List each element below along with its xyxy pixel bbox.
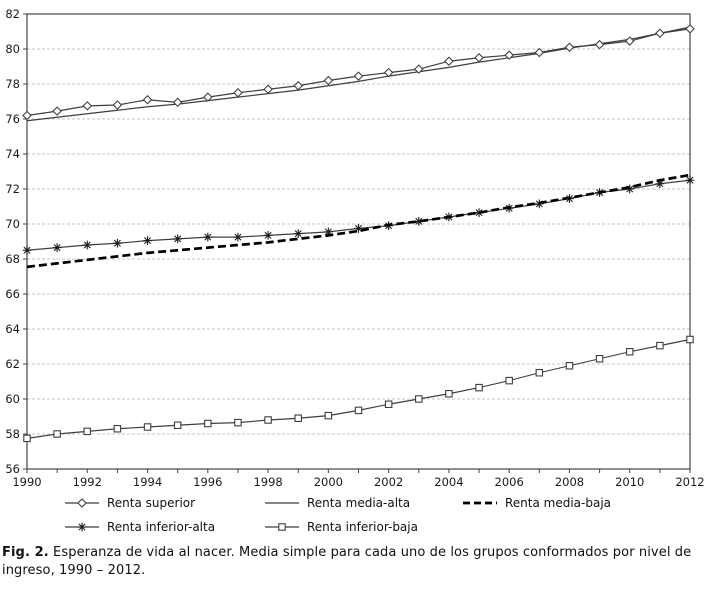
legend-label: Renta inferior-baja bbox=[307, 519, 418, 534]
y-tick-label: 70 bbox=[5, 217, 20, 231]
x-tick-label: 2008 bbox=[555, 475, 584, 489]
x-tick-label: 2004 bbox=[434, 475, 463, 489]
legend-marker-square-icon bbox=[265, 522, 299, 531]
legend-marker-solid-icon bbox=[265, 501, 299, 504]
legend-item-renta-media-alta: Renta media-alta bbox=[262, 495, 460, 510]
y-tick-label: 82 bbox=[5, 7, 20, 21]
series-renta-media-baja bbox=[26, 173, 691, 269]
x-tick-label: 2006 bbox=[495, 475, 524, 489]
y-tick-label: 66 bbox=[5, 287, 20, 301]
x-tick-label: 1996 bbox=[193, 475, 222, 489]
x-tick-label: 1994 bbox=[133, 475, 162, 489]
gridlines bbox=[27, 48, 690, 435]
y-tick-label: 64 bbox=[5, 322, 20, 336]
legend-label: Renta media-alta bbox=[307, 495, 411, 510]
y-tick-label: 78 bbox=[5, 77, 20, 91]
legend-label: Renta inferior-alta bbox=[107, 519, 216, 534]
series-renta-superior bbox=[22, 24, 695, 121]
legend-item-renta-superior: Renta superior bbox=[62, 495, 262, 510]
y-tick-label: 58 bbox=[5, 427, 20, 441]
legend-label: Renta media-baja bbox=[505, 495, 612, 510]
x-tick-label: 2010 bbox=[615, 475, 644, 489]
axis-labels: 56 58 60 62 64 66 68 70 72 74 76 78 80 82 1990 1992 1994… bbox=[5, 7, 704, 489]
series-renta-inferior-baja bbox=[23, 335, 694, 443]
x-tick-label: 2012 bbox=[675, 475, 704, 489]
y-tick-label: 72 bbox=[5, 182, 20, 196]
y-tick-label: 80 bbox=[5, 42, 20, 56]
figure-caption: Fig. 2. Esperanza de vida al nacer. Medi… bbox=[0, 544, 707, 581]
caption-label: Fig. 2. bbox=[2, 545, 49, 560]
y-tick-label: 74 bbox=[5, 147, 20, 161]
legend-item-renta-inferior-alta: Renta inferior-alta bbox=[62, 519, 262, 534]
x-tick-label: 1990 bbox=[12, 475, 41, 489]
caption-text: Esperanza de vida al nacer. Media simple… bbox=[2, 545, 692, 579]
legend-marker-dashed-bold-icon bbox=[463, 501, 497, 504]
legend-item-renta-media-baja: Renta media-baja bbox=[460, 495, 707, 510]
legend-marker-asterisk-icon bbox=[65, 522, 99, 531]
axes bbox=[23, 13, 691, 473]
x-tick-label: 2002 bbox=[374, 475, 403, 489]
legend-item-renta-inferior-baja: Renta inferior-baja bbox=[262, 519, 460, 534]
x-tick-label: 1998 bbox=[253, 475, 282, 489]
legend-marker-diamond-icon bbox=[65, 497, 99, 508]
y-tick-label: 56 bbox=[5, 462, 20, 476]
y-tick-label: 60 bbox=[5, 392, 20, 406]
life-expectancy-line-chart: 56 58 60 62 64 66 68 70 72 74 76 78 80 82 1990 1992 1994… bbox=[5, 7, 704, 489]
x-tick-label: 2000 bbox=[314, 475, 343, 489]
chart-legend: Renta superior Renta media-alta Renta medi… bbox=[0, 495, 707, 534]
y-tick-label: 62 bbox=[5, 357, 20, 371]
series-renta-inferior-alta bbox=[22, 175, 695, 255]
x-tick-label: 1992 bbox=[73, 475, 102, 489]
y-tick-label: 68 bbox=[5, 252, 20, 266]
legend-label: Renta superior bbox=[107, 495, 196, 510]
y-tick-label: 76 bbox=[5, 112, 20, 126]
